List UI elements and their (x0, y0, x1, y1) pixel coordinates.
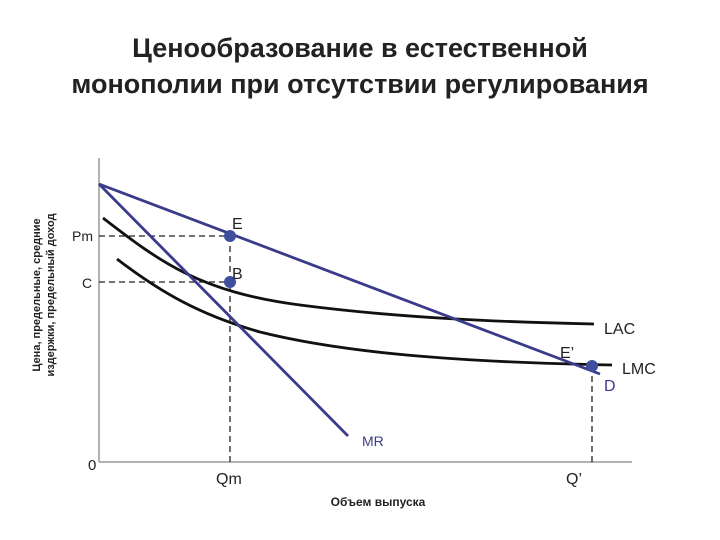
mr-label: MR (362, 433, 384, 449)
lac-label: LAC (604, 321, 635, 338)
point-b (224, 276, 236, 288)
lmc-curve (116, 257, 613, 367)
c-label: C (82, 275, 92, 291)
title-line-2: монополии при отсутствии регулирования (71, 69, 649, 99)
point-e-prime (586, 360, 598, 372)
pm-label: Pm (72, 228, 93, 244)
point-b-label: B (232, 266, 243, 283)
origin-label: 0 (88, 457, 96, 474)
lmc-label: LMC (622, 361, 656, 378)
y-axis-label: Цена, предельные, средние издержки, пред… (31, 213, 57, 376)
qm-label: Qm (216, 471, 242, 488)
y-axis-label-line-2: издержки, предельный доход (45, 213, 57, 376)
mr-curve (98, 183, 349, 437)
d-label: D (604, 378, 616, 395)
point-e-label: E (232, 216, 243, 233)
title-line-1: Ценообразование в естественной (132, 33, 588, 63)
point-e-prime-label: E’ (560, 345, 574, 362)
x-axis-label: Объем выпуска (331, 495, 426, 509)
y-axis-label-line-1: Цена, предельные, средние (31, 218, 43, 371)
lac-curve (102, 216, 595, 326)
point-e (224, 230, 236, 242)
q-prime-label: Q’ (566, 471, 582, 488)
chart-title: Ценообразование в естественной монополии… (0, 30, 720, 102)
demand-curve (98, 182, 601, 376)
